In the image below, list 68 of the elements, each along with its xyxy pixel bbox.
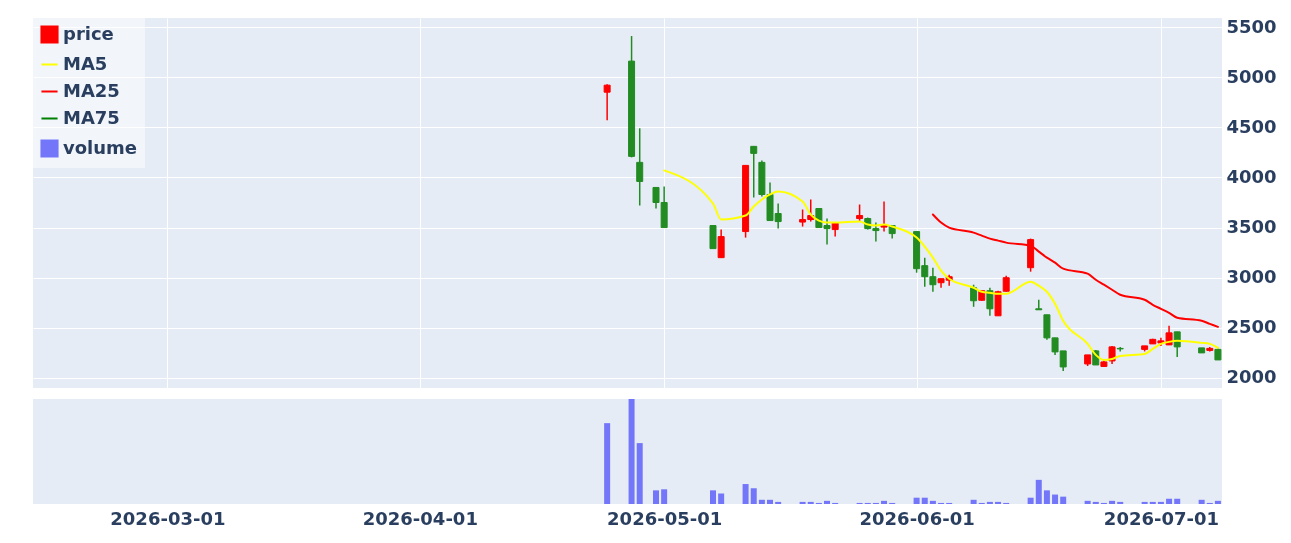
bar bbox=[767, 499, 774, 504]
bar bbox=[1157, 501, 1164, 504]
y-tick-label: 2000 bbox=[1226, 366, 1277, 388]
bar bbox=[1052, 494, 1059, 504]
candlestick bbox=[717, 228, 725, 259]
bar bbox=[824, 500, 831, 504]
bar bbox=[1117, 501, 1124, 504]
x-tick-label: 2026-07-01 bbox=[1103, 507, 1219, 529]
bar bbox=[1198, 499, 1205, 504]
y-tick-label: 3000 bbox=[1226, 266, 1277, 288]
x-tick-label: 2026-03-01 bbox=[110, 507, 226, 529]
bar bbox=[929, 500, 936, 504]
y-tick-label: 4500 bbox=[1226, 115, 1277, 137]
bar bbox=[758, 499, 765, 504]
bar bbox=[881, 500, 888, 504]
candlestick bbox=[986, 286, 994, 317]
legend-label: volume bbox=[63, 136, 138, 158]
bar bbox=[986, 501, 993, 504]
bar bbox=[710, 490, 717, 504]
y-tick-label: 5500 bbox=[1226, 15, 1277, 37]
candlestick bbox=[1035, 299, 1043, 311]
bar bbox=[970, 499, 977, 504]
candlestick bbox=[1173, 331, 1181, 358]
bar bbox=[1141, 501, 1148, 504]
x-tick-label: 2026-04-01 bbox=[362, 507, 478, 529]
candlestick bbox=[709, 225, 717, 250]
bar bbox=[1214, 500, 1221, 504]
bar bbox=[1035, 479, 1042, 504]
y-tick-label: 2500 bbox=[1226, 316, 1277, 338]
bar bbox=[995, 501, 1002, 504]
candlestick bbox=[970, 283, 978, 308]
bar bbox=[604, 423, 611, 504]
legend-label: MA25 bbox=[63, 79, 120, 101]
x-tick-label: 2026-05-01 bbox=[607, 507, 723, 529]
candlestick bbox=[880, 200, 888, 233]
bar bbox=[750, 488, 757, 504]
x-tick-label: 2026-06-01 bbox=[859, 507, 975, 529]
legend-label: price bbox=[63, 22, 114, 44]
bar bbox=[921, 497, 928, 504]
bar bbox=[1084, 500, 1091, 504]
bar bbox=[913, 497, 920, 504]
bar bbox=[799, 501, 806, 504]
line-series bbox=[663, 169, 1219, 361]
y-tick-label: 3500 bbox=[1226, 216, 1277, 238]
bar bbox=[1043, 490, 1050, 504]
bar bbox=[1109, 500, 1116, 504]
bar bbox=[653, 490, 659, 504]
candlestick bbox=[603, 83, 611, 122]
bar bbox=[718, 493, 725, 504]
bar bbox=[1149, 501, 1156, 504]
legend-label: MA5 bbox=[63, 52, 108, 74]
candlestick bbox=[636, 127, 644, 207]
bar bbox=[1166, 498, 1173, 504]
bar bbox=[775, 501, 782, 504]
bar bbox=[742, 484, 749, 504]
bar bbox=[807, 501, 814, 504]
bar bbox=[636, 443, 643, 504]
y-tick-label: 5000 bbox=[1226, 65, 1277, 87]
bar bbox=[1174, 498, 1181, 504]
bar bbox=[1027, 497, 1034, 504]
bar bbox=[1092, 501, 1099, 504]
bar bbox=[661, 489, 668, 504]
line-series bbox=[931, 213, 1219, 328]
candlestick bbox=[750, 145, 758, 199]
bar bbox=[1060, 496, 1067, 504]
bar bbox=[628, 399, 635, 504]
legend-label: MA75 bbox=[63, 106, 120, 128]
y-tick-label: 4000 bbox=[1226, 165, 1277, 187]
